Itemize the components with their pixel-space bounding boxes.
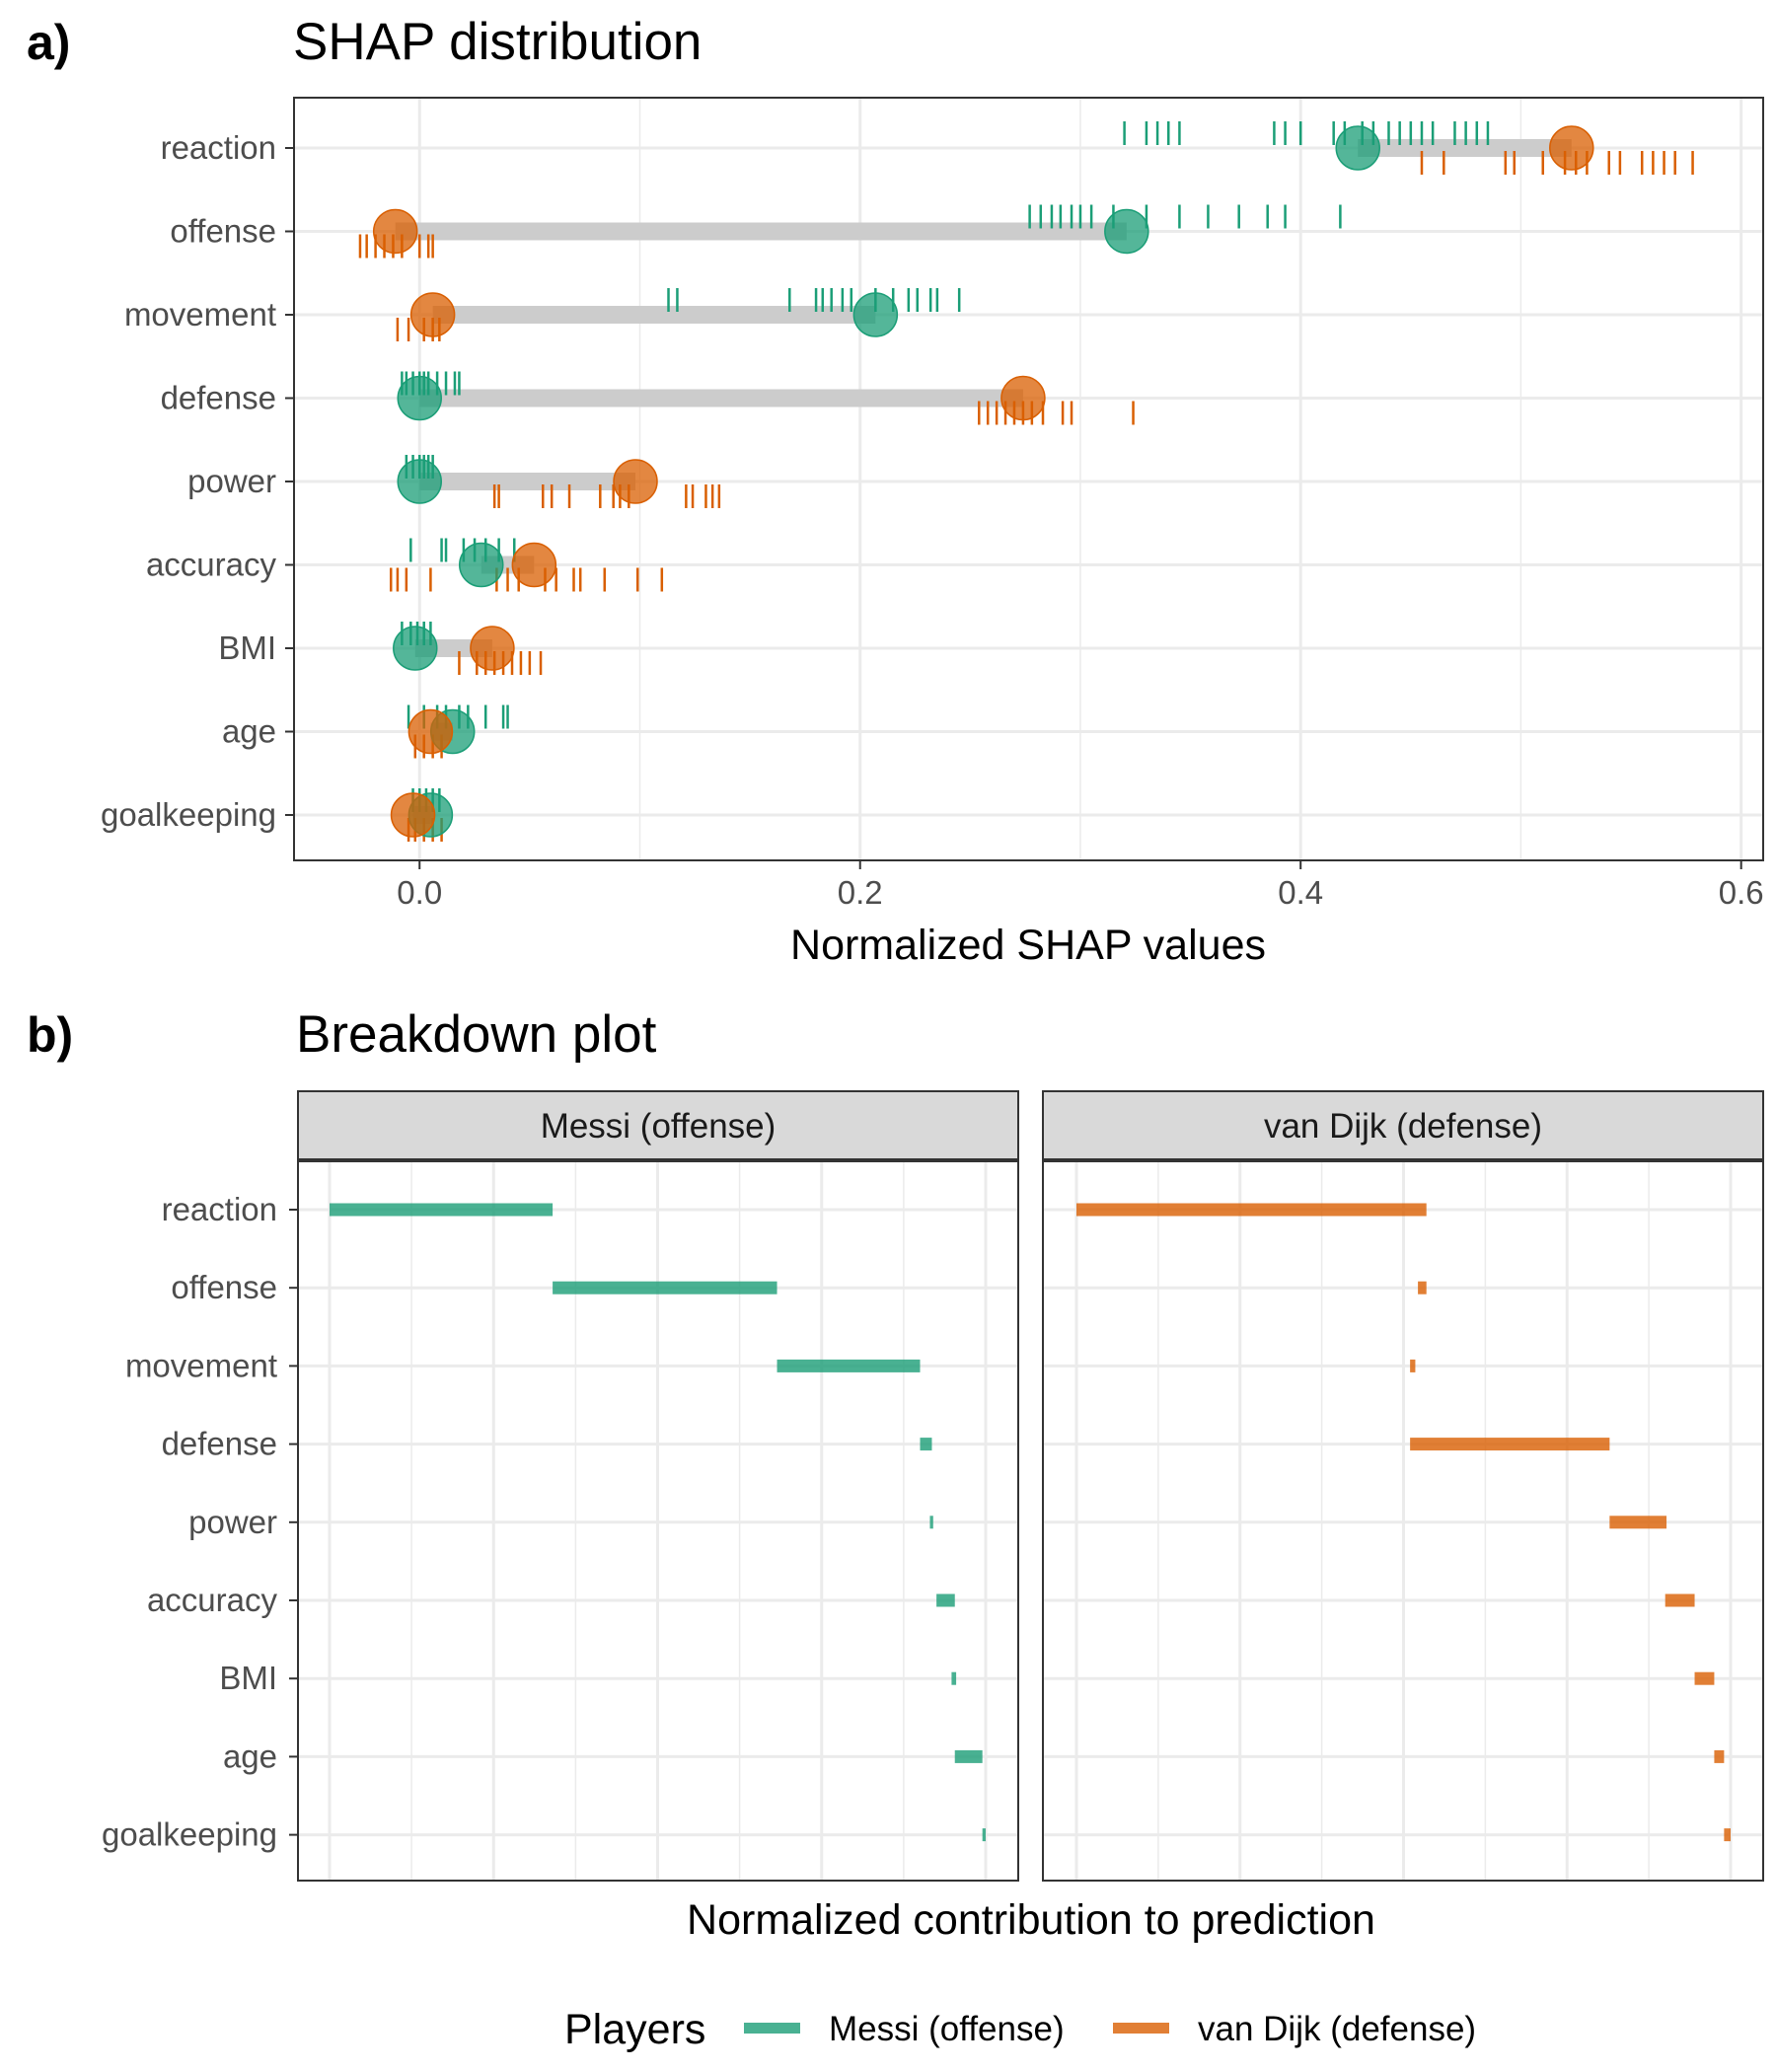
panel-a-x-axis-title: Normalized SHAP values (790, 922, 1266, 969)
mean-point-messi-offense (1104, 208, 1149, 255)
breakdown-bar-messi-offense (553, 1281, 777, 1295)
y-tick-label-offense: offense (171, 1269, 277, 1305)
panel-b-x-axis-title: Normalized contribution to prediction (687, 1896, 1375, 1944)
panel-a-title: SHAP distribution (293, 13, 702, 71)
facet-strip-vandijk-label: van Dijk (defense) (1264, 1107, 1542, 1146)
panel-a-mean-segments (395, 139, 1572, 824)
mean-point-messi-reaction (1335, 125, 1380, 171)
x-tick-label: 0.0 (397, 874, 442, 911)
breakdown-bar-messi-BMI (951, 1671, 957, 1685)
facet-panel-messi-border (297, 1160, 1019, 1882)
mean-point-vandijk-power (613, 459, 658, 504)
panel-b-gridlines (298, 1161, 1763, 1881)
facet-strip-messi-label: Messi (offense) (541, 1107, 777, 1146)
y-tick-label-BMI: BMI (218, 629, 276, 666)
legend-key-vandijk (1113, 2023, 1169, 2034)
mean-point-vandijk-BMI (470, 626, 515, 671)
breakdown-bar-messi-power (929, 1516, 933, 1529)
y-tick-label-movement: movement (124, 296, 276, 333)
y-tick-label-BMI: BMI (219, 1660, 277, 1696)
mean-point-messi-accuracy (459, 542, 504, 588)
breakdown-bar-vandijk-goalkeeping (1724, 1828, 1731, 1842)
y-tick-label-age: age (223, 1738, 277, 1774)
y-tick-label-defense: defense (161, 380, 276, 416)
y-tick-label-reaction: reaction (161, 129, 276, 166)
mean-point-vandijk-offense (372, 208, 418, 255)
y-tick-label-age: age (222, 713, 276, 750)
breakdown-bar-messi-movement (777, 1359, 921, 1372)
breakdown-bar-vandijk-accuracy (1665, 1593, 1695, 1607)
y-tick-label-power: power (187, 463, 276, 499)
panel-b-label: b) (27, 1007, 73, 1063)
breakdown-bar-messi-goalkeeping (982, 1828, 986, 1842)
mean-point-messi-movement (852, 292, 899, 337)
mean-point-messi-power (397, 459, 442, 504)
mean-point-messi-BMI (393, 626, 438, 671)
mean-point-vandijk-defense (1000, 375, 1046, 421)
y-tick-label-accuracy: accuracy (146, 547, 277, 583)
y-tick-label-goalkeeping: goalkeeping (102, 1816, 277, 1853)
legend-label-messi: Messi (offense) (829, 2010, 1065, 2048)
panel-b-bars (330, 1203, 1731, 1842)
mean-point-vandijk-reaction (1549, 125, 1594, 171)
panel-a-y-axis: reaction offense movement defense power accur… (101, 129, 294, 833)
mean-point-vandijk-goalkeeping (390, 792, 436, 838)
facet-strip-messi (297, 1090, 1019, 1160)
breakdown-bar-vandijk-reaction (1076, 1203, 1427, 1217)
panel-b-y-axis: reaction offense movement defense power accur… (102, 1191, 298, 1853)
mean-point-vandijk-age (407, 708, 454, 755)
facet-panel-vandijk-border (1042, 1160, 1764, 1882)
y-tick-label-reaction: reaction (162, 1191, 277, 1227)
legend-label-vandijk: van Dijk (defense) (1198, 2010, 1476, 2048)
mean-point-messi-defense (397, 375, 442, 421)
legend: Players Messi (offense) van Dijk (defens… (564, 2006, 1476, 2053)
breakdown-bar-messi-age (954, 1749, 983, 1763)
panel-b-title: Breakdown plot (296, 1005, 657, 1064)
y-tick-label-power: power (188, 1504, 277, 1540)
y-tick-label-defense: defense (162, 1426, 277, 1462)
breakdown-bar-messi-reaction (330, 1203, 554, 1217)
breakdown-bar-vandijk-movement (1410, 1359, 1416, 1372)
legend-key-messi (744, 2023, 800, 2034)
y-tick-label-goalkeeping: goalkeeping (101, 796, 276, 833)
x-tick-label: 0.4 (1278, 874, 1323, 911)
breakdown-bar-vandijk-power (1609, 1516, 1667, 1529)
panel-a-label: a) (27, 15, 70, 70)
facet-strip-vandijk (1042, 1090, 1764, 1160)
breakdown-bar-vandijk-offense (1418, 1281, 1427, 1295)
breakdown-bar-vandijk-defense (1410, 1438, 1610, 1451)
mean-point-vandijk-movement (409, 292, 456, 337)
y-tick-label-offense: offense (170, 213, 276, 250)
y-tick-label-accuracy: accuracy (147, 1582, 278, 1618)
breakdown-bar-messi-accuracy (936, 1593, 955, 1607)
breakdown-bar-vandijk-age (1714, 1749, 1725, 1763)
breakdown-bar-vandijk-BMI (1694, 1671, 1715, 1685)
x-tick-label: 0.6 (1719, 874, 1764, 911)
legend-title: Players (564, 2006, 705, 2053)
mean-point-vandijk-accuracy (511, 542, 557, 588)
x-tick-label: 0.2 (838, 874, 883, 911)
panel-a-mean-points (372, 125, 1594, 838)
panel-a-border (293, 97, 1764, 861)
panel-a-x-axis: 0.0 0.2 0.4 0.6 (397, 860, 1764, 911)
y-tick-label-movement: movement (125, 1347, 277, 1383)
breakdown-bar-messi-defense (920, 1438, 932, 1451)
